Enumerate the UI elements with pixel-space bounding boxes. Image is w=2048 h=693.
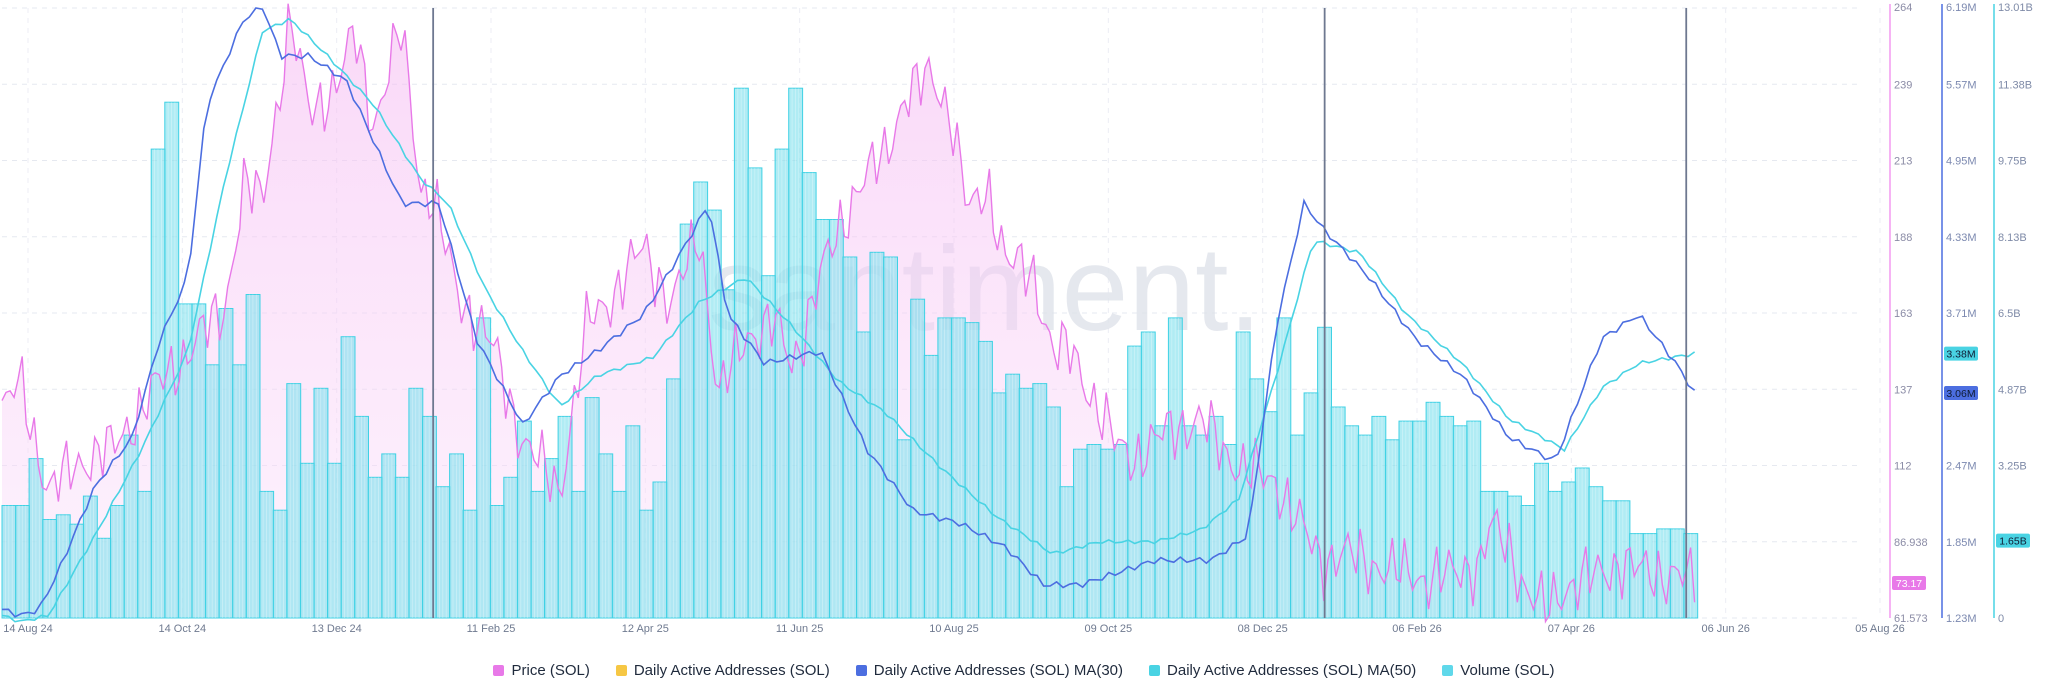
value-badge-text: 1.65B [1999,536,2026,548]
volume-tick-label: 0 [1998,613,2004,625]
volume-bar [883,256,898,619]
value-badge: 73.17 [1892,576,1926,591]
legend-swatch [1442,664,1454,676]
legend-swatch [1149,664,1161,676]
legend-swatch [615,664,627,676]
legend-label: Daily Active Addresses (SOL) [633,661,830,679]
x-tick-label: 05 Aug 26 [1855,623,1905,635]
legend-item[interactable]: Daily Active Addresses (SOL) MA(30) [855,661,1124,679]
value-badge-text: 3.06M [1946,388,1975,400]
price-tick-label: 137 [1894,384,1912,396]
ma-tick-label: 4.95M [1946,156,1977,168]
volume-tick-label: 4.87B [1998,384,2027,396]
x-tick-label: 11 Jun 25 [776,623,824,635]
legend-label: Daily Active Addresses (SOL) MA(50) [1167,661,1417,679]
ma-tick-label: 1.85M [1946,537,1977,549]
ma50-line [1,17,1696,623]
value-badge-bg [1944,346,1978,361]
legend-item[interactable]: Daily Active Addresses (SOL) MA(50) [1149,662,1416,679]
price-tick-label: 163 [1894,308,1912,320]
x-tick-label: 08 Dec 25 [1238,623,1288,635]
price-tick-label: 112 [1894,461,1912,473]
ma-tick-label: 2.47M [1946,461,1977,473]
legend: Price (SOL) Daily Active Addresses (SOL) D… [0,656,2048,684]
ma-tick-label: 1.23M [1946,613,1977,625]
chart-svg: santiment. 26423921318816313711286.93861… [1,2,2033,635]
ma-tick-label: 3.71M [1946,308,1977,320]
x-tick-label: 09 Oct 25 [1084,623,1132,635]
price-tick-label: 213 [1894,156,1912,168]
x-tick-label: 06 Jun 26 [1702,623,1750,635]
x-tick-label: 12 Apr 25 [622,623,669,635]
legend-item[interactable]: Daily Active Addresses (SOL) [615,661,830,679]
legend-label: Price (SOL) [511,661,590,679]
x-tick-label: 11 Feb 25 [467,623,516,635]
legend-swatch [855,664,867,676]
legend-item[interactable]: Price (SOL) [493,661,590,679]
volume-bar [245,294,261,619]
legend-swatch [493,664,505,676]
price-tick-label: 86.938 [1894,537,1928,549]
price-tick-label: 264 [1894,2,1912,14]
price-line [1,3,1696,624]
value-badges: 73.17 3.38M 3.06M 1.65B [1892,346,2030,591]
series-lines [1,3,1696,624]
price-tick-label: 61.573 [1894,613,1928,625]
volume-tick-label: 13.01B [1998,2,2033,14]
event-lines [432,8,1688,618]
volume-tick-label: 9.75B [1998,156,2027,168]
value-badge: 1.65B [1996,533,2030,548]
legend-label: Daily Active Addresses (SOL) MA(30) [873,661,1124,679]
value-badge-text: 3.38M [1946,349,1975,361]
price-tick-label: 239 [1894,79,1912,91]
x-tick-label: 06 Feb 26 [1392,623,1442,635]
price-tick-label: 188 [1894,232,1912,244]
x-tick-label: 14 Aug 24 [3,623,53,635]
legend-label: Volume (SOL) [1460,661,1555,679]
volume-tick-label: 6.5B [1998,308,2021,320]
value-badge-bg [1996,533,2030,548]
axes: 264 239 213 188 163 137 112 86.938 61.573 6.19M 5.… [3,2,2033,635]
value-badge: 3.38M [1944,346,1978,361]
ma30-line [1,7,1696,618]
value-badge-bg [1892,576,1926,591]
value-badge-text: 73.17 [1896,578,1922,590]
value-badge-bg [1944,385,1978,400]
ma-tick-label: 5.57M [1946,79,1977,91]
value-badge: 3.06M [1944,385,1978,400]
volume-tick-label: 3.25B [1998,461,2027,473]
volume-bars [1,87,1699,619]
ma-tick-label: 6.19M [1946,2,1977,14]
x-tick-label: 07 Apr 26 [1548,623,1595,635]
ma-tick-label: 4.33M [1946,232,1977,244]
legend-item[interactable]: Volume (SOL) [1442,661,1555,679]
x-tick-label: 14 Oct 24 [158,623,206,635]
volume-tick-label: 11.38B [1998,79,2032,91]
x-tick-label: 13 Dec 24 [312,623,362,635]
volume-tick-label: 8.13B [1998,232,2027,244]
x-tick-label: 10 Aug 25 [929,623,979,635]
